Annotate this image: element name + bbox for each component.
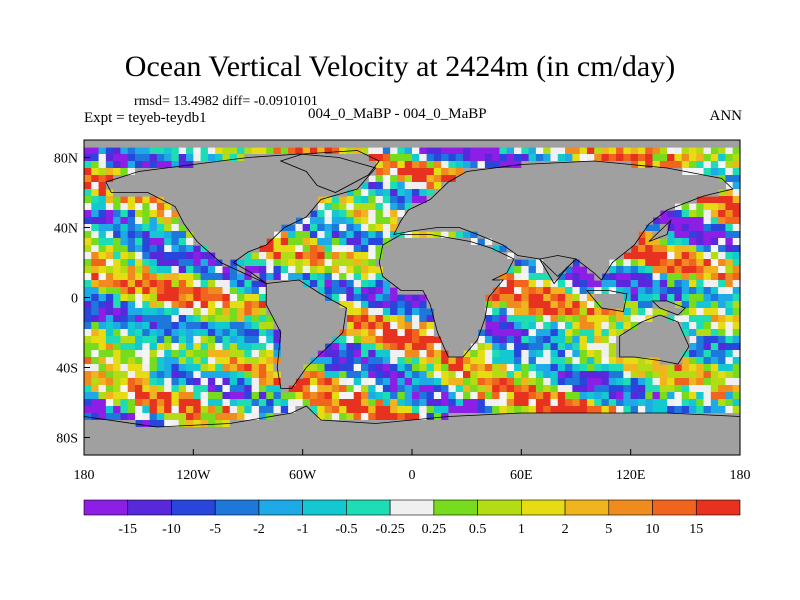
colorbar-swatch	[302, 499, 347, 516]
colorbar-swatch	[608, 499, 653, 516]
colorbar-label: 0.25	[422, 522, 447, 537]
colorbar-swatch	[389, 499, 435, 516]
x-tick-label: 120W	[176, 468, 211, 483]
colorbar-label: -5	[209, 522, 221, 537]
x-axis: 180 120W 60W 0 60E 120E 180	[74, 449, 751, 483]
colorbar-label: 2	[562, 522, 569, 537]
center-label: 004_0_MaBP - 004_0_MaBP	[308, 106, 487, 122]
experiment-label: Expt = teyeb-teydb1	[84, 110, 207, 126]
y-axis: 80N 40N 0 40S 80S	[54, 152, 90, 447]
y-tick-label: 0	[71, 292, 78, 307]
y-tick-label: 80N	[54, 152, 78, 167]
colorbar-swatch	[214, 499, 260, 516]
season-label: ANN	[709, 108, 743, 124]
x-tick-label: 60W	[289, 468, 317, 483]
colorbar-label: 10	[646, 522, 660, 537]
y-tick-label: 40N	[54, 222, 78, 237]
colorbar-label: -10	[162, 522, 181, 537]
y-tick-label: 80S	[56, 432, 78, 447]
colorbar-swatch	[652, 499, 697, 516]
colorbar-label: -1	[297, 522, 309, 537]
y-tick-label: 40S	[56, 362, 78, 377]
colorbar-swatch	[83, 499, 129, 516]
colorbar-label: 0.5	[469, 522, 487, 537]
colorbar-label: 5	[605, 522, 612, 537]
colorbar-swatch	[346, 499, 391, 516]
colorbar-label: -0.5	[335, 522, 357, 537]
colorbar: -15 -10 -5 -2 -1 -0.5 -0.25 0.25 0.5 1 2 5 10 15	[83, 499, 741, 537]
colorbar-label: 1	[518, 522, 525, 537]
colorbar-label: -15	[118, 522, 137, 537]
colorbar-swatch	[564, 499, 610, 516]
chart-title: Ocean Vertical Velocity at 2424m (in cm/…	[124, 50, 676, 83]
colorbar-swatch	[258, 499, 303, 516]
colorbar-swatch	[433, 499, 478, 516]
stats-label: rmsd= 13.4982 diff= -0.0910101	[134, 94, 318, 109]
x-tick-label: 120E	[616, 468, 646, 483]
colorbar-swatch	[127, 499, 172, 516]
velocity-field	[84, 147, 741, 428]
colorbar-label: -0.25	[376, 522, 405, 537]
colorbar-swatch	[171, 499, 216, 516]
colorbar-label: -2	[253, 522, 265, 537]
colorbar-swatch	[521, 499, 566, 516]
colorbar-swatch	[477, 499, 522, 516]
x-tick-label: 180	[730, 468, 751, 483]
x-tick-label: 180	[74, 468, 95, 483]
colorbar-label: 15	[689, 522, 703, 537]
land-mask	[83, 140, 741, 456]
x-tick-label: 60E	[510, 468, 533, 483]
x-tick-label: 0	[409, 468, 416, 483]
colorbar-swatch	[695, 499, 741, 516]
